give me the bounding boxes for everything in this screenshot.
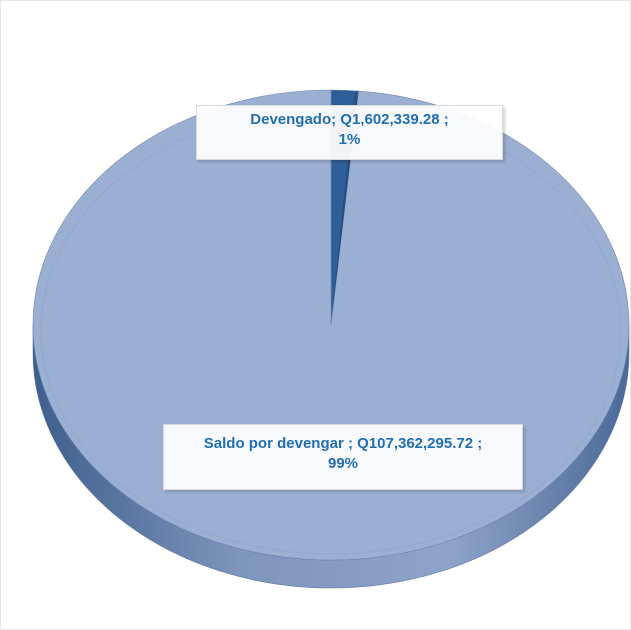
data-label-saldo-por-devengar: Saldo por devengar ; Q107,362,295.72 ; 9… [163,424,523,490]
data-label-saldo-text: Saldo por devengar ; Q107,362,295.72 ; [203,435,483,452]
data-label-devengado-percent: 1% [338,131,361,148]
data-label-devengado-text: Devengado; Q1,602,339.28 ; [250,111,449,128]
data-label-devengado: Devengado; Q1,602,339.28 ; 1% [196,105,503,160]
data-label-saldo-percent: 99% [327,455,359,472]
